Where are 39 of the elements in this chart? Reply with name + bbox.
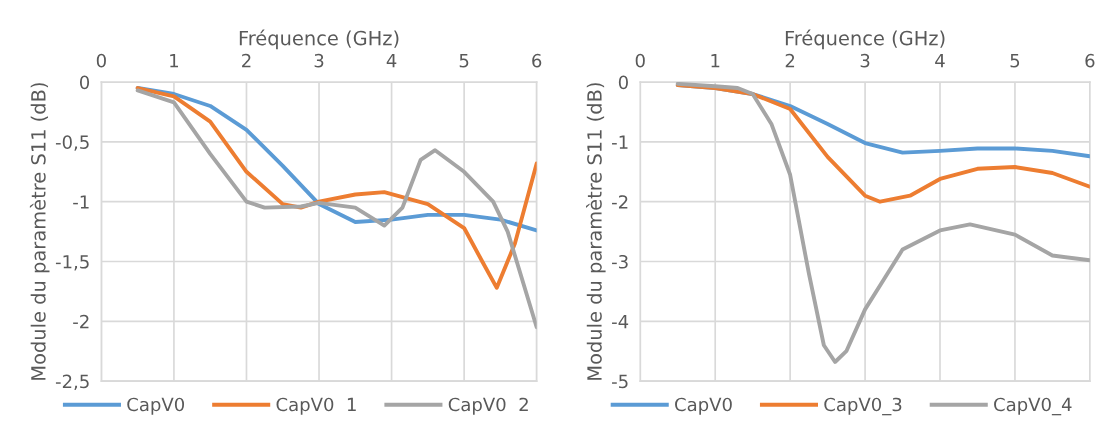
x-tick-label: 0 bbox=[96, 53, 106, 68]
y-tick-label: -1 bbox=[73, 195, 89, 209]
x-tick-label: 1 bbox=[170, 54, 179, 68]
y-tick-label: -4 bbox=[612, 315, 629, 329]
y-tick-label: 0 bbox=[618, 75, 628, 90]
y-tick-label: -3 bbox=[612, 254, 628, 269]
x-axis-title: Fréquence (GHz) bbox=[239, 29, 399, 50]
y-tick-label: -1,5 bbox=[55, 255, 89, 271]
legend-label: CapV0 bbox=[127, 397, 185, 415]
x-tick-label: 2 bbox=[242, 53, 251, 68]
x-tick-label: 6 bbox=[532, 53, 542, 68]
y-tick-label: -2 bbox=[612, 195, 628, 209]
x-tick-label: 4 bbox=[386, 54, 397, 68]
y-tick-label: -0,5 bbox=[55, 135, 89, 151]
legend-label: CapV0_4 bbox=[994, 397, 1072, 416]
legend-label: CapV0 2 bbox=[448, 397, 528, 415]
line-series bbox=[135, 88, 537, 330]
line-series bbox=[135, 86, 537, 290]
y-tick-label: -2,5 bbox=[55, 374, 89, 391]
line-series bbox=[675, 82, 1090, 364]
legend-label: CapV0_3 bbox=[824, 397, 902, 416]
x-tick-label: 3 bbox=[860, 53, 870, 68]
x-tick-label: 5 bbox=[1010, 54, 1020, 68]
x-tick-label: 3 bbox=[314, 53, 324, 68]
legend-label: CapV0 1 bbox=[276, 397, 356, 415]
y-tick-label: -1 bbox=[612, 135, 628, 149]
x-tick-label: 2 bbox=[785, 53, 795, 68]
x-tick-label: 1 bbox=[711, 54, 720, 68]
legend-label: CapV0 bbox=[675, 397, 732, 415]
x-tick-label: 5 bbox=[459, 54, 469, 68]
x-axis-title: Fréquence (GHz) bbox=[785, 29, 945, 50]
y-tick-label: -2 bbox=[73, 314, 89, 329]
y-axis-title: Module du paramètre S11 (dB) bbox=[586, 83, 606, 380]
y-axis-title: Module du paramètre S11 (dB) bbox=[29, 83, 50, 380]
x-tick-label: 4 bbox=[935, 54, 945, 68]
y-tick-label: -5 bbox=[612, 374, 628, 389]
x-tick-label: 0 bbox=[635, 53, 645, 68]
y-tick-label: 0 bbox=[79, 75, 90, 90]
x-tick-label: 6 bbox=[1085, 53, 1095, 68]
